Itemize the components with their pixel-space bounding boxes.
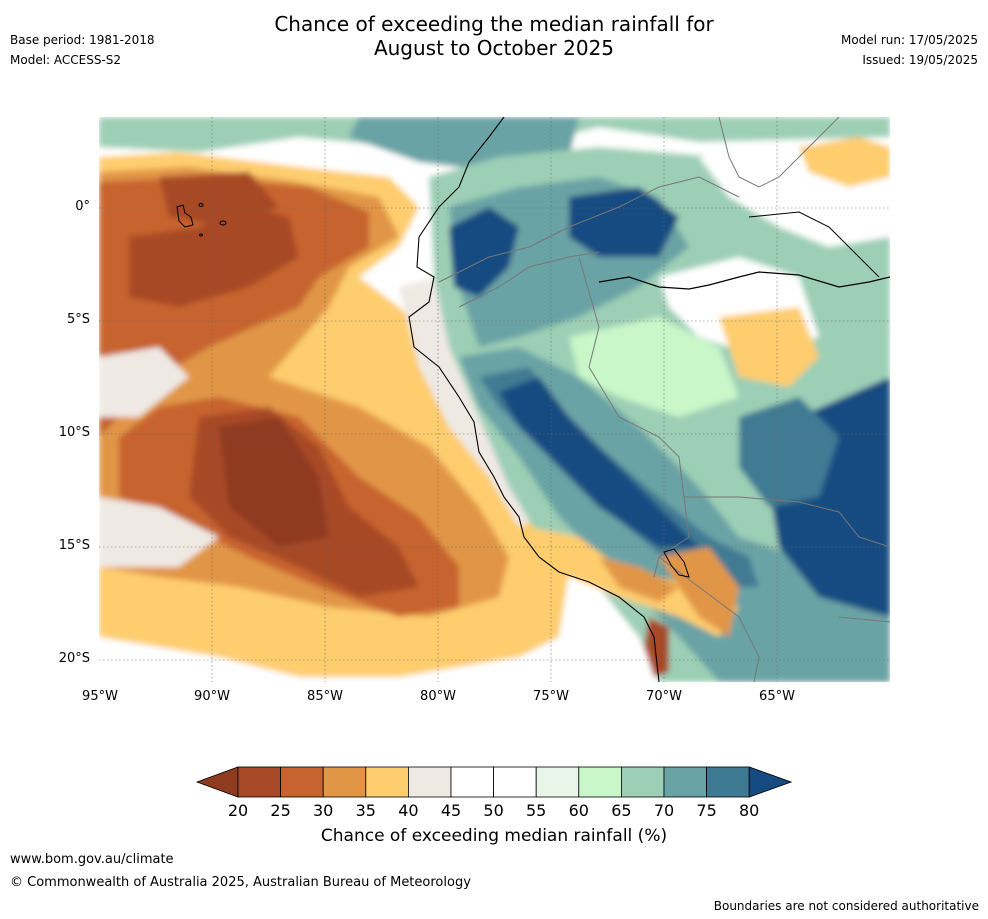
colorbar-tick-label: 25 xyxy=(270,801,291,820)
colorbar-tick-label: 80 xyxy=(739,801,760,820)
colorbar-cell xyxy=(663,766,707,798)
colorbar-extend-high xyxy=(748,766,793,798)
rainfall-map xyxy=(99,117,890,682)
lat-label-20s: 20°S xyxy=(58,651,90,666)
colorbar-cell xyxy=(493,766,537,798)
title-line-2: August to October 2025 xyxy=(373,36,615,60)
colorbar-cell xyxy=(322,766,367,798)
lake-titicaca xyxy=(663,548,690,578)
colorbar-extend-low xyxy=(195,766,239,798)
colorbar-tick-label: 45 xyxy=(440,801,462,820)
colorbar-tick-label: 35 xyxy=(355,801,376,820)
model-run-text: Model run: 17/05/2025 xyxy=(840,33,978,47)
lat-label-15s: 15°S xyxy=(58,538,90,553)
copyright-text: © Commonwealth of Australia 2025, Austra… xyxy=(10,875,471,890)
colorbar xyxy=(195,766,793,798)
colorbar-tick-label: 30 xyxy=(313,801,334,820)
lon-label-65w: 65°W xyxy=(759,689,795,704)
colorbar-label: Chance of exceeding median rainfall (%) xyxy=(320,826,668,846)
colorbar-tick-label: 50 xyxy=(483,801,504,820)
lat-label-0: 0° xyxy=(75,199,90,214)
lon-label-70w: 70°W xyxy=(646,689,682,704)
lon-label-75w: 75°W xyxy=(533,689,569,704)
model-text: Model: ACCESS-S2 xyxy=(10,53,122,67)
colorbar-tick-label: 65 xyxy=(611,801,632,820)
colorbar-cell xyxy=(450,766,494,798)
lon-label-80w: 80°W xyxy=(420,689,456,704)
colorbar-cell xyxy=(578,766,622,798)
meta-left: Base period: 1981-2018 Model: ACCESS-S2 xyxy=(10,30,155,70)
lat-label-10s: 10°S xyxy=(58,425,90,440)
website-url[interactable]: www.bom.gov.au/climate xyxy=(10,852,174,867)
colorbar-cell xyxy=(237,766,281,798)
galapagos-islands xyxy=(176,203,227,237)
colorbar-cell xyxy=(365,766,409,798)
colorbar-cell xyxy=(280,766,324,798)
rio-negro xyxy=(748,211,880,278)
colorbar-tick-label: 70 xyxy=(653,801,675,820)
colorbar-cell xyxy=(407,766,452,798)
colorbar-cell xyxy=(620,766,665,798)
colorbar-cell xyxy=(535,766,580,798)
colorbar-tick-label: 40 xyxy=(398,801,419,820)
title-line-1: Chance of exceeding the median rainfall … xyxy=(274,12,714,36)
colorbar-cell xyxy=(706,766,750,798)
issued-text: Issued: 19/05/2025 xyxy=(862,53,978,67)
colorbar-tick-label: 60 xyxy=(568,801,589,820)
colorbar-tick-label: 20 xyxy=(227,801,249,820)
coastline xyxy=(408,117,660,682)
lon-label-95w: 95°W xyxy=(82,689,118,704)
country-boundaries xyxy=(438,117,890,682)
amazon-river xyxy=(598,271,890,290)
map-title: Chance of exceeding the median rainfall … xyxy=(0,12,988,60)
base-period-text: Base period: 1981-2018 xyxy=(10,33,155,47)
lat-label-5s: 5°S xyxy=(66,312,90,327)
colorbar-tick-label: 55 xyxy=(526,801,547,820)
colorbar-tick-label: 75 xyxy=(696,801,717,820)
meta-right: Model run: 17/05/2025 Issued: 19/05/2025 xyxy=(841,30,978,70)
disclaimer-text: Boundaries are not considered authoritat… xyxy=(713,899,979,913)
lon-label-90w: 90°W xyxy=(194,689,230,704)
lon-label-85w: 85°W xyxy=(307,689,343,704)
rainfall-map-svg xyxy=(99,117,890,682)
